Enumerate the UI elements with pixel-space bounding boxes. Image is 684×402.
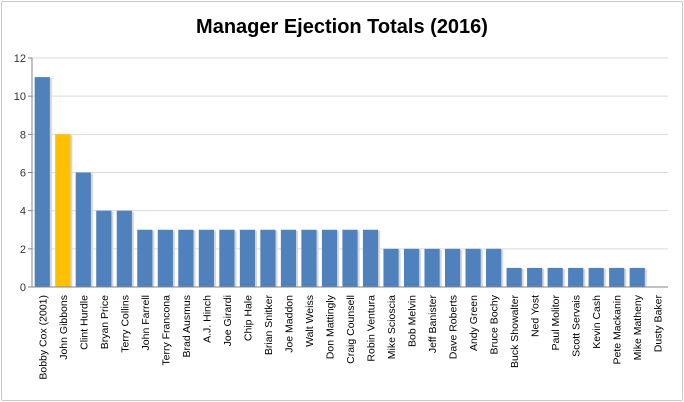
y-tick-label: 8 [20,129,26,141]
bar [403,248,420,287]
bar [362,229,379,287]
bar [301,229,317,287]
x-tick-label: Craig Counsell [345,295,357,364]
x-tick-label: Kevin Cash [591,295,603,349]
bar [444,248,461,287]
chart-title: Manager Ejection Totals (2016) [196,16,488,38]
bar [178,229,194,287]
x-tick-label: Jeff Banister [427,294,439,353]
y-tick-label: 12 [14,53,26,65]
x-tick-label: Bobby Cox (2001) [37,295,49,380]
bar [568,267,584,287]
x-tick-label: Robin Ventura [366,295,378,362]
bar [198,229,214,287]
x-tick-label: Clint Hurdle [78,295,90,350]
bar [116,210,132,287]
x-tick-label: Terry Collins [119,295,131,353]
x-tick-label: Mike Scioscia [386,295,398,359]
x-tick-label: Ned Yost [530,295,542,337]
bar [96,210,112,287]
x-tick-label: Brad Ausmus [181,295,193,357]
x-tick-label: Brian Snitker [263,294,275,355]
x-tick-label: Buck Showalter [509,294,521,367]
y-tick-label: 0 [20,282,26,294]
x-tick-label: Don Mattingly [324,294,336,359]
x-tick-label: Bruce Bochy [489,294,501,354]
bar [629,267,645,287]
bar [239,229,256,287]
y-tick-label: 10 [14,91,26,103]
bar [137,229,153,287]
bar [588,267,604,287]
bar [506,267,522,287]
x-tick-label: Mike Matheny [632,294,644,360]
x-tick-label: Scott Servais [571,295,583,357]
x-tick-label: Joe Girardi [222,295,234,346]
x-tick-label: Bob Melvin [407,295,419,347]
y-tick-label: 4 [20,206,26,218]
bar [465,248,481,287]
x-tick-label: Pete Mackanin [612,295,624,365]
y-tick-label: 2 [20,244,26,256]
x-tick-label: Terry Francona [160,295,172,366]
x-tick-label: Dusty Baker [653,294,665,352]
x-tick-label: Bryan Price [99,295,111,349]
bar [280,229,297,287]
bar [55,134,71,287]
x-tick-label: Chip Hale [242,295,254,341]
x-tick-label: A.J. Hinch [201,295,213,343]
x-tick-label: Andy Green [468,295,480,351]
x-tick-label: Dave Roberts [448,295,460,359]
bar [260,229,276,287]
bar [157,229,173,287]
bar [321,229,338,287]
bar [424,248,440,287]
y-tick-label: 6 [20,168,26,180]
bar [34,77,50,287]
x-tick-label: Paul Molitor [550,295,562,351]
x-tick-label: John Farrell [140,295,152,350]
bar [486,248,502,287]
x-tick-label: Joe Maddon [283,295,295,353]
bar [609,267,625,287]
bar [527,267,543,287]
bar [219,229,235,287]
bar [383,248,399,287]
bar [75,172,91,287]
x-tick-label: John Gibbons [58,295,70,360]
bar [547,267,563,287]
bar [342,229,358,287]
x-tick-label: Walt Weiss [304,295,316,347]
